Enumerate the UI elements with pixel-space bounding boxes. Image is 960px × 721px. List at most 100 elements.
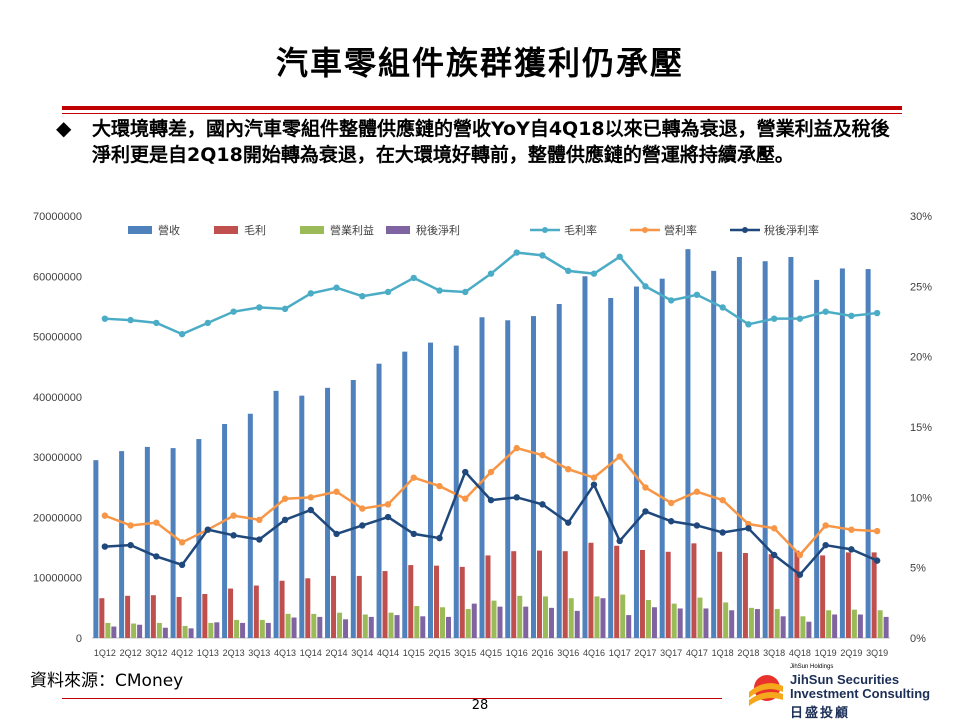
bar-毛利 [434,565,440,638]
point-營利率 [307,494,315,501]
bar-營業利益 [311,613,317,638]
point-毛利率 [770,315,778,322]
point-營利率 [590,474,598,481]
bar-營業利益 [671,603,677,638]
bar-營業利益 [517,595,523,638]
point-毛利率 [565,267,572,275]
point-毛利率 [693,291,701,298]
x-axis-tick-label: 3Q13 [248,648,270,658]
x-axis-tick-label: 2Q18 [737,648,759,658]
point-毛利率 [822,308,829,315]
bar-毛利 [588,542,594,638]
bar-營收 [762,261,768,638]
left-axis-tick-label: 50000000 [33,332,82,344]
bar-稅後淨利 [137,624,143,638]
title-divider [62,106,902,110]
bar-營收 [299,395,305,638]
x-axis-tick-label: 2Q13 [223,648,245,658]
bar-稅後淨利 [420,616,426,638]
bar-毛利 [382,571,388,638]
logo-holdings-text: JihSun Holdings [790,664,834,670]
point-稅後淨利率 [719,529,726,536]
right-axis-tick-label: 0% [910,633,926,645]
bar-毛利 [820,555,826,638]
x-axis-tick-label: 4Q14 [377,648,399,658]
point-營利率 [873,527,881,535]
bar-毛利 [331,575,337,638]
left-axis-tick-label: 40000000 [33,392,82,404]
x-axis-tick-label: 4Q15 [480,648,502,658]
bar-稅後淨利 [626,615,632,638]
point-稅後淨利率 [153,553,160,560]
point-稅後淨利率 [642,508,649,515]
bar-稅後淨利 [729,610,735,638]
legend-label: 營收 [158,223,180,237]
jihsun-logo-icon [749,675,783,706]
bar-毛利 [305,578,311,638]
point-營利率 [359,505,366,512]
bar-營收 [685,249,691,638]
point-稅後淨利率 [436,534,443,542]
bar-毛利 [717,551,723,638]
point-營利率 [667,499,675,507]
bar-毛利 [536,550,542,638]
bar-營收 [814,279,820,638]
bar-營業利益 [723,602,729,638]
legend-swatch-毛利 [214,226,238,234]
bar-營業利益 [542,596,548,638]
right-axis-tick-label: 10% [910,492,932,504]
point-稅後淨利率 [384,513,392,521]
bar-營業利益 [851,609,857,638]
point-稅後淨利率 [230,532,237,539]
bar-稅後淨利 [317,616,323,638]
bar-營業利益 [362,614,368,638]
bullet-text: 大環境轉差，國內汽車零組件整體供應鏈的營收YoY自4Q18以來已轉為衰退，營業利… [92,118,890,166]
point-營利率 [487,468,495,476]
bar-毛利 [768,554,774,638]
point-毛利率 [848,312,855,320]
bar-稅後淨利 [214,622,220,638]
point-稅後淨利率 [462,468,469,476]
point-毛利率 [873,309,881,317]
source-note: 資料來源：CMoney [30,671,184,691]
x-axis-tick-label: 1Q16 [506,648,528,658]
point-營利率 [719,496,726,504]
point-毛利率 [642,283,649,290]
x-axis-tick-label: 2Q15 [429,648,451,658]
bar-營收 [556,304,562,638]
point-稅後淨利率 [178,561,186,569]
bar-營業利益 [594,596,600,638]
legend-marker-毛利率 [542,227,548,233]
bar-營收 [505,320,511,638]
bar-營業利益 [465,609,471,638]
bar-營收 [839,268,845,638]
point-稅後淨利率 [693,522,701,529]
point-毛利率 [127,316,134,324]
bar-稅後淨利 [497,606,503,638]
bar-營業利益 [826,610,832,638]
bar-稅後淨利 [291,617,297,638]
x-axis-tick-label: 2Q12 [120,648,142,658]
bar-稅後淨利 [677,608,683,638]
point-營利率 [693,488,701,495]
x-axis-tick-label: 3Q12 [145,648,167,658]
point-毛利率 [230,308,237,315]
bar-營收 [273,390,279,638]
point-毛利率 [101,315,109,322]
bar-毛利 [356,575,362,638]
point-稅後淨利率 [565,519,572,526]
bar-稅後淨利 [651,607,657,638]
bar-營收 [350,379,356,638]
bar-營業利益 [105,622,111,638]
legend-swatch-稅後淨利 [386,226,410,234]
left-axis-tick-label: 0 [76,633,82,645]
x-axis-tick-label: 1Q14 [300,648,322,658]
bar-營業利益 [388,612,394,638]
bar-稅後淨利 [806,621,812,638]
bar-稅後淨利 [857,614,863,638]
bar-毛利 [562,551,568,638]
bar-營業利益 [620,594,626,638]
point-稅後淨利率 [616,537,623,545]
point-營利率 [256,516,263,524]
